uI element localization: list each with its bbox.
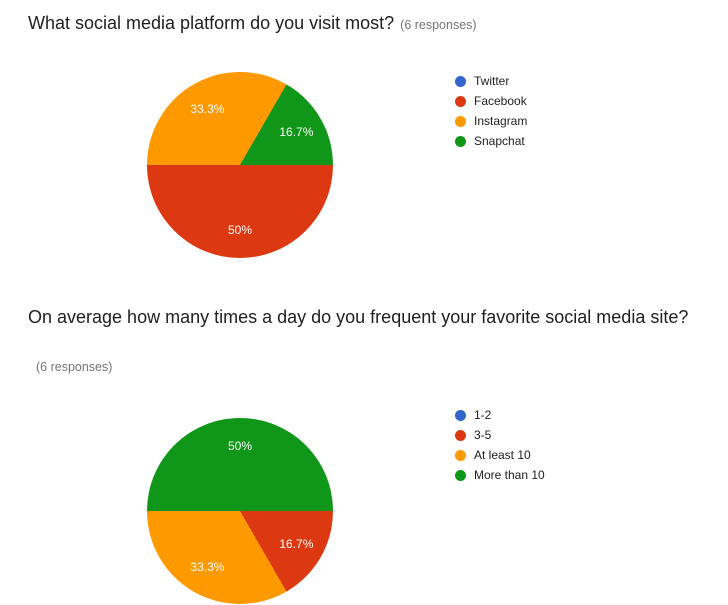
- legend-color-dot: [455, 469, 466, 481]
- legend-item: At least 10: [455, 445, 545, 465]
- legend-label: Twitter: [474, 74, 510, 88]
- slice-percent-label: 16.7%: [279, 536, 314, 551]
- legend-label: More than 10: [474, 468, 545, 482]
- legend-color-dot: [455, 135, 466, 147]
- legend-item: 1-2: [455, 405, 545, 425]
- legend-item: 3-5: [455, 425, 545, 445]
- legend: Twitter Facebook Instagram Snapchat: [455, 71, 527, 151]
- response-count: (6 responses): [400, 18, 477, 32]
- legend-label: Facebook: [474, 94, 527, 108]
- pie-chart[interactable]: 16.7% 33.3% 50%: [147, 418, 333, 604]
- legend: 1-2 3-5 At least 10 More than 10: [455, 405, 545, 485]
- pie-chart[interactable]: 50% 33.3% 16.7%: [147, 72, 333, 258]
- legend-label: At least 10: [474, 448, 531, 462]
- legend-label: Snapchat: [474, 134, 525, 148]
- legend-item: Snapchat: [455, 131, 527, 151]
- legend-label: 3-5: [474, 428, 492, 442]
- response-count: (6 responses): [36, 360, 113, 374]
- legend-label: 1-2: [474, 408, 492, 422]
- legend-color-dot: [455, 115, 466, 127]
- question-title: What social media platform do you visit …: [28, 13, 395, 33]
- legend-item: Facebook: [455, 91, 527, 111]
- legend-item: More than 10: [455, 465, 545, 485]
- legend-color-dot: [455, 75, 466, 87]
- question-title-row: On average how many times a day do you f…: [28, 306, 700, 328]
- legend-color-dot: [455, 449, 466, 461]
- question-block-1: What social media platform do you visit …: [0, 0, 728, 300]
- slice-percent-label: 16.7%: [279, 125, 314, 140]
- legend-color-dot: [455, 429, 466, 441]
- slice-percent-label: 50%: [227, 438, 253, 453]
- question-title-row: What social media platform do you visit …: [28, 12, 718, 34]
- legend-color-dot: [455, 95, 466, 107]
- slice-percent-label: 33.3%: [190, 101, 225, 116]
- response-count-row: (6 responses): [36, 358, 112, 376]
- question-block-2: On average how many times a day do you f…: [0, 300, 728, 605]
- legend-item: Instagram: [455, 111, 527, 131]
- slice-percent-label: 50%: [227, 223, 253, 238]
- legend-color-dot: [455, 409, 466, 421]
- legend-item: Twitter: [455, 71, 527, 91]
- legend-label: Instagram: [474, 114, 528, 128]
- question-title: On average how many times a day do you f…: [28, 307, 689, 327]
- slice-percent-label: 33.3%: [190, 560, 225, 575]
